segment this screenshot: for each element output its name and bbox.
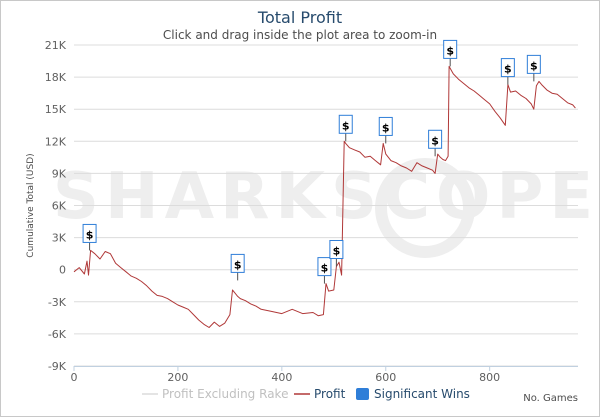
significant-win-label: $ — [504, 63, 512, 76]
y-tick-label: -9K — [48, 360, 67, 373]
significant-win-flag[interactable] — [428, 129, 443, 149]
significant-win-flag[interactable] — [329, 239, 344, 259]
significant-win-label: $ — [530, 59, 538, 72]
y-tick-label: -6K — [48, 328, 67, 341]
y-tick-label: 0 — [59, 264, 66, 277]
y-tick-label: 12K — [45, 135, 67, 148]
y-tick-label: 18K — [45, 71, 67, 84]
significant-win-label: $ — [333, 244, 341, 257]
significant-win-label: $ — [382, 121, 390, 134]
significant-win-flag[interactable] — [82, 223, 97, 243]
significant-win-label: $ — [234, 258, 242, 271]
significant-win-flag[interactable] — [230, 253, 245, 273]
significant-win-label: $ — [431, 134, 439, 147]
watermark-text: SHARKSCOPE — [53, 160, 599, 234]
y-tick-label: 21K — [45, 39, 67, 52]
legend-significant-wins-swatch[interactable] — [356, 388, 369, 400]
significant-win-flag[interactable] — [338, 114, 353, 134]
profit-series-line[interactable] — [73, 65, 576, 328]
chart-title: Total Profit — [257, 8, 343, 27]
y-tick-label: 9K — [52, 167, 67, 180]
x-tick-label: 800 — [479, 371, 500, 384]
y-tick-label: 3K — [52, 232, 67, 245]
significant-win-label: $ — [321, 262, 329, 275]
significant-win-flag[interactable] — [500, 58, 515, 78]
x-tick-label: 600 — [375, 371, 396, 384]
legend-excluding-rake-label: Profit Excluding Rake — [162, 387, 288, 401]
significant-win-label: $ — [342, 119, 350, 132]
significant-win-flag[interactable] — [443, 39, 458, 59]
y-tick-label: 6K — [52, 200, 67, 213]
significant-win-label: $ — [86, 228, 94, 241]
y-tick-label: -3K — [48, 296, 67, 309]
x-tick-label: 200 — [167, 371, 188, 384]
significant-win-label: $ — [446, 44, 454, 57]
legend-profit-label: Profit — [314, 387, 346, 401]
y-axis-title: Cumulative Total (USD) — [26, 153, 36, 257]
significant-win-flag[interactable] — [526, 54, 541, 74]
significant-win-flag[interactable] — [378, 116, 393, 136]
significant-win-flag[interactable] — [317, 257, 332, 277]
chart-subtitle: Click and drag inside the plot area to z… — [162, 28, 438, 42]
x-tick-label: 400 — [271, 371, 292, 384]
x-axis-title: No. Games — [523, 393, 578, 404]
y-tick-label: 15K — [45, 103, 67, 116]
x-tick-label: 0 — [71, 371, 78, 384]
legend-significant-wins-label: Significant Wins — [374, 387, 470, 401]
watermark-crosshair-icon — [375, 158, 475, 258]
